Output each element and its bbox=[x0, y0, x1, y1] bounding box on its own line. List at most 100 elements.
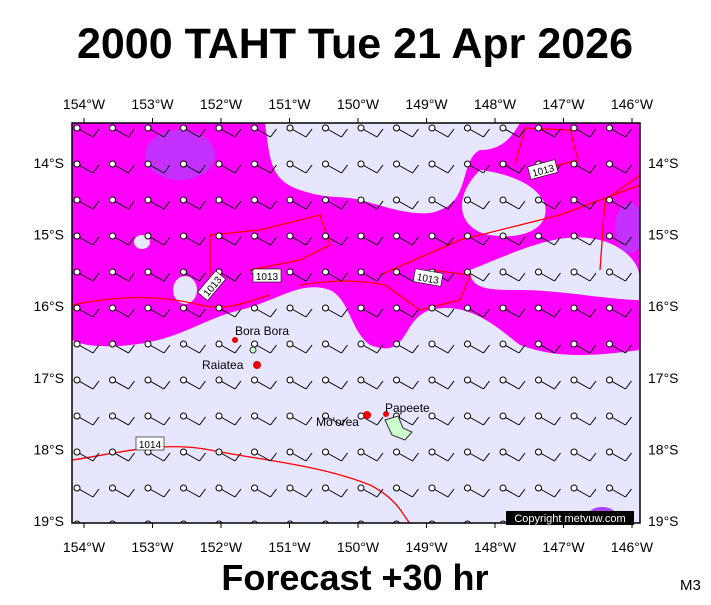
barb-station bbox=[535, 448, 542, 456]
barb-flag bbox=[661, 417, 667, 425]
barb-station bbox=[144, 160, 152, 168]
barb-shaft bbox=[113, 524, 129, 533]
longitude-label: 147°W bbox=[542, 539, 585, 555]
barb-station bbox=[499, 304, 507, 312]
barb-flag bbox=[554, 452, 561, 462]
island bbox=[253, 361, 261, 369]
wind-barbs bbox=[73, 124, 667, 533]
barb-station bbox=[535, 196, 542, 204]
barb-station bbox=[606, 376, 613, 384]
barb-flag bbox=[93, 525, 99, 533]
barb-flag bbox=[590, 525, 596, 533]
barb-flag bbox=[518, 488, 526, 498]
barb-flag bbox=[163, 488, 171, 498]
barb-flag bbox=[270, 488, 277, 498]
barb-station bbox=[73, 160, 81, 168]
barb-shaft bbox=[645, 128, 661, 137]
islands bbox=[232, 337, 413, 441]
barb-station bbox=[464, 268, 471, 276]
barb-station bbox=[570, 340, 578, 348]
barb-station bbox=[428, 340, 436, 348]
barb-flag bbox=[234, 236, 242, 246]
barb-shaft bbox=[539, 524, 555, 533]
barb-station bbox=[393, 232, 400, 240]
barb-shaft bbox=[184, 524, 200, 533]
barb-station bbox=[428, 484, 436, 492]
barb-flag bbox=[376, 200, 384, 210]
heavy-precip bbox=[145, 130, 215, 180]
barb-station bbox=[642, 341, 648, 347]
barb-flag bbox=[376, 308, 384, 318]
barb-station bbox=[109, 124, 116, 132]
barb-flag bbox=[589, 452, 597, 462]
barb-station bbox=[180, 448, 187, 456]
barb-flag bbox=[270, 236, 277, 246]
barb-flag bbox=[305, 344, 313, 354]
barb-shaft bbox=[432, 524, 448, 533]
isobar bbox=[72, 445, 411, 523]
barb-station bbox=[428, 304, 436, 312]
barb-flag bbox=[128, 236, 135, 246]
heavy-precip bbox=[615, 203, 640, 253]
barb-station bbox=[286, 160, 294, 168]
barb-shaft bbox=[574, 524, 590, 533]
barb-flag bbox=[306, 525, 312, 533]
longitude-label: 154°W bbox=[63, 539, 106, 555]
barb-flag bbox=[589, 308, 597, 318]
barb-station bbox=[322, 304, 329, 312]
barb-flag bbox=[128, 128, 135, 138]
isobar bbox=[599, 174, 640, 271]
barb-station bbox=[215, 376, 223, 384]
barb-flag bbox=[625, 128, 632, 138]
latitude-label: 18°S bbox=[648, 441, 679, 457]
barb-station bbox=[535, 412, 542, 420]
barb-flag bbox=[625, 380, 632, 390]
barb-station bbox=[144, 340, 152, 348]
place-label: Bora Bora bbox=[235, 324, 289, 338]
barb-flag bbox=[661, 273, 667, 281]
barb-flag bbox=[376, 452, 384, 462]
barb-station bbox=[322, 484, 329, 492]
barb-station bbox=[570, 232, 578, 240]
isobar bbox=[72, 294, 271, 308]
barb-station bbox=[393, 268, 400, 276]
barb-station bbox=[251, 484, 258, 492]
barb-flag bbox=[271, 525, 277, 533]
barb-flag bbox=[92, 452, 100, 462]
barb-flag bbox=[270, 380, 277, 390]
barb-flag bbox=[483, 164, 490, 174]
latitude-label: 19°S bbox=[33, 513, 64, 529]
barb-flag bbox=[483, 128, 490, 138]
barb-station bbox=[286, 196, 294, 204]
barb-station bbox=[535, 268, 542, 276]
barb-station bbox=[464, 376, 471, 384]
barb-station bbox=[499, 124, 507, 132]
island bbox=[363, 411, 371, 419]
barb-station bbox=[499, 520, 507, 523]
barb-flag bbox=[412, 488, 419, 498]
barb-station bbox=[428, 196, 436, 204]
latitude-label: 16°S bbox=[33, 298, 64, 314]
barb-station bbox=[286, 412, 294, 420]
isobars bbox=[72, 127, 640, 523]
barb-flag bbox=[234, 164, 242, 174]
barb-flag bbox=[341, 236, 348, 246]
barb-shaft bbox=[290, 524, 306, 533]
barb-station bbox=[357, 160, 365, 168]
barb-station bbox=[606, 232, 613, 240]
barb-station bbox=[499, 268, 507, 276]
barb-station bbox=[180, 520, 187, 523]
barb-flag bbox=[92, 344, 100, 354]
longitude-label: 153°W bbox=[131, 539, 174, 555]
barb-flag bbox=[305, 488, 313, 498]
isobar-value: 1014 bbox=[139, 440, 162, 451]
barb-station bbox=[322, 160, 329, 168]
barb-station bbox=[357, 448, 365, 456]
barb-station bbox=[215, 304, 223, 312]
barb-flag bbox=[199, 380, 206, 390]
longitude-label: 149°W bbox=[405, 539, 448, 555]
barb-flag bbox=[554, 344, 561, 354]
barb-station bbox=[180, 232, 187, 240]
isobar-label-box bbox=[252, 268, 282, 283]
barb-flag bbox=[447, 380, 455, 390]
